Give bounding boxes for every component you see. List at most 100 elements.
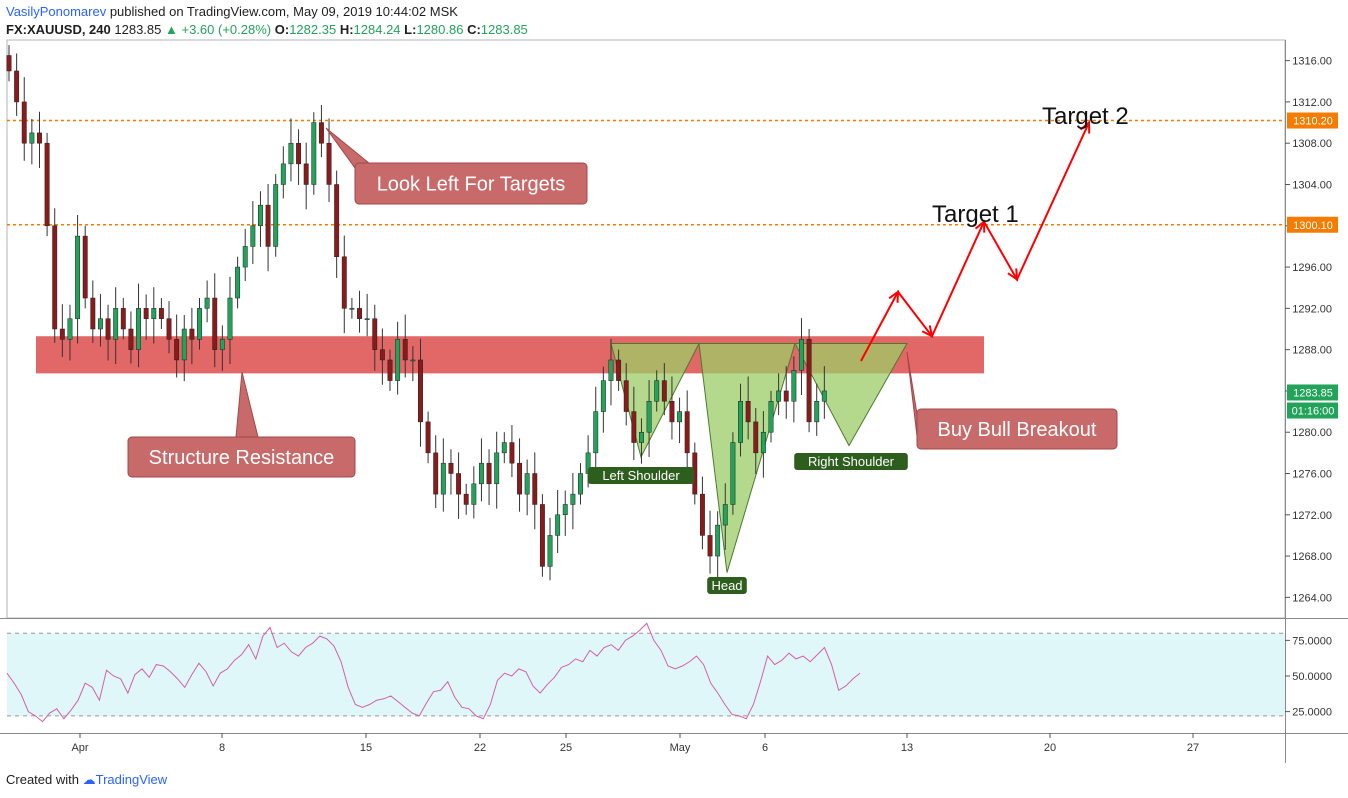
candle	[280, 163, 286, 185]
price-label-tag[interactable]	[1287, 216, 1338, 233]
y-tick-label: 1316.00	[1292, 56, 1332, 68]
price-label-tag[interactable]	[1287, 112, 1338, 129]
left-shoulder-badge	[587, 467, 695, 484]
rsi-band	[7, 633, 1285, 716]
candle	[204, 297, 210, 309]
candle	[166, 318, 172, 340]
candle	[616, 359, 622, 381]
x-tick-label: 25	[560, 742, 572, 754]
high-label: H:	[339, 22, 354, 37]
open-label: O:	[274, 22, 290, 37]
buy-bull-breakout-callout-box[interactable]	[916, 408, 1118, 450]
open-value: 1282.35	[289, 22, 337, 37]
candle	[448, 462, 454, 474]
y-tick-label: 1288.00	[1292, 345, 1332, 357]
candle	[661, 380, 667, 402]
y-tick-label: 1296.00	[1292, 262, 1332, 274]
right-shoulder-badge	[794, 453, 908, 470]
candle	[753, 421, 759, 454]
candle	[258, 204, 263, 227]
candle	[402, 339, 408, 361]
price-label-text: 1283.85	[1293, 387, 1333, 399]
footer: Created with ☁TradingView	[6, 772, 167, 788]
candle	[654, 380, 660, 402]
candle	[67, 318, 73, 340]
candle	[387, 359, 393, 381]
candle	[113, 308, 119, 340]
candle	[90, 297, 96, 330]
x-tick-label: Apr	[71, 742, 88, 754]
candle	[97, 318, 103, 330]
published-text: published on TradingView.com, May 09, 20…	[109, 4, 458, 19]
candle	[372, 318, 378, 350]
arrowhead	[1079, 120, 1091, 134]
candle	[806, 339, 812, 423]
tradingview-brand[interactable]: TradingView	[95, 772, 168, 787]
candle	[349, 308, 355, 310]
structure-resistance-callout-box[interactable]	[127, 436, 356, 478]
candle	[456, 473, 462, 495]
arrowhead	[888, 289, 900, 303]
candle	[684, 411, 690, 454]
candle	[776, 390, 782, 402]
candle	[562, 504, 568, 516]
candle	[517, 462, 522, 495]
candle	[440, 462, 446, 495]
candle	[555, 514, 561, 536]
candle	[486, 462, 492, 485]
buy-bull-breakout-callout-text: Buy Bull Breakout	[938, 419, 1097, 441]
candle	[639, 431, 644, 443]
candle	[128, 328, 134, 350]
ohlc-legend: FX:XAUUSD, 240 1283.85 ▲ +3.60 (+0.28%) …	[6, 22, 528, 37]
candle	[501, 442, 507, 454]
candle	[235, 266, 241, 299]
candle	[334, 184, 340, 257]
y-tick-label: 1304.00	[1292, 180, 1332, 192]
arrowhead	[921, 325, 934, 339]
candle	[677, 411, 683, 423]
rsi-line[interactable]	[6, 622, 861, 723]
tradingview-logo-icon[interactable]: ☁	[82, 772, 96, 787]
candle	[600, 380, 606, 412]
arrowhead	[974, 219, 986, 233]
candle	[768, 401, 774, 433]
price-label-tag[interactable]	[1287, 384, 1338, 401]
candle	[699, 493, 705, 536]
target-2-label: Target 2	[1042, 103, 1129, 130]
y-tick-label: 1280.00	[1292, 427, 1332, 439]
low-label: L:	[404, 22, 417, 37]
candle	[463, 493, 469, 505]
candle	[738, 401, 743, 443]
candle	[273, 184, 279, 247]
candle	[105, 318, 111, 340]
candle	[151, 308, 157, 319]
candle	[524, 473, 530, 495]
candle	[136, 308, 141, 350]
candle	[296, 142, 302, 165]
candle	[799, 339, 804, 371]
candle	[570, 493, 576, 505]
candle	[433, 452, 439, 495]
target-1-label: Target 1	[932, 201, 1019, 228]
close-value: 1283.85	[480, 22, 528, 37]
look-left-callout-box[interactable]	[354, 162, 588, 205]
candle	[722, 504, 728, 526]
author-link[interactable]: VasilyPonomarev	[6, 4, 107, 19]
candle	[59, 328, 65, 340]
symbol-label: FX:XAUUSD, 240	[6, 22, 111, 37]
candle	[760, 431, 766, 454]
candle	[547, 535, 553, 567]
structure-resistance-callout-text: Structure Resistance	[149, 447, 335, 469]
candle	[669, 401, 675, 423]
x-tick-label: May	[670, 742, 691, 754]
candle	[197, 308, 202, 340]
price-label-text: 01:16:00	[1292, 406, 1335, 418]
price-pane[interactable]	[6, 39, 1286, 619]
projection-path[interactable]	[860, 122, 1090, 362]
candle	[494, 452, 500, 485]
price-label-tag[interactable]	[1287, 402, 1338, 419]
candle	[791, 370, 797, 402]
candle	[364, 318, 370, 320]
candle	[288, 142, 294, 165]
